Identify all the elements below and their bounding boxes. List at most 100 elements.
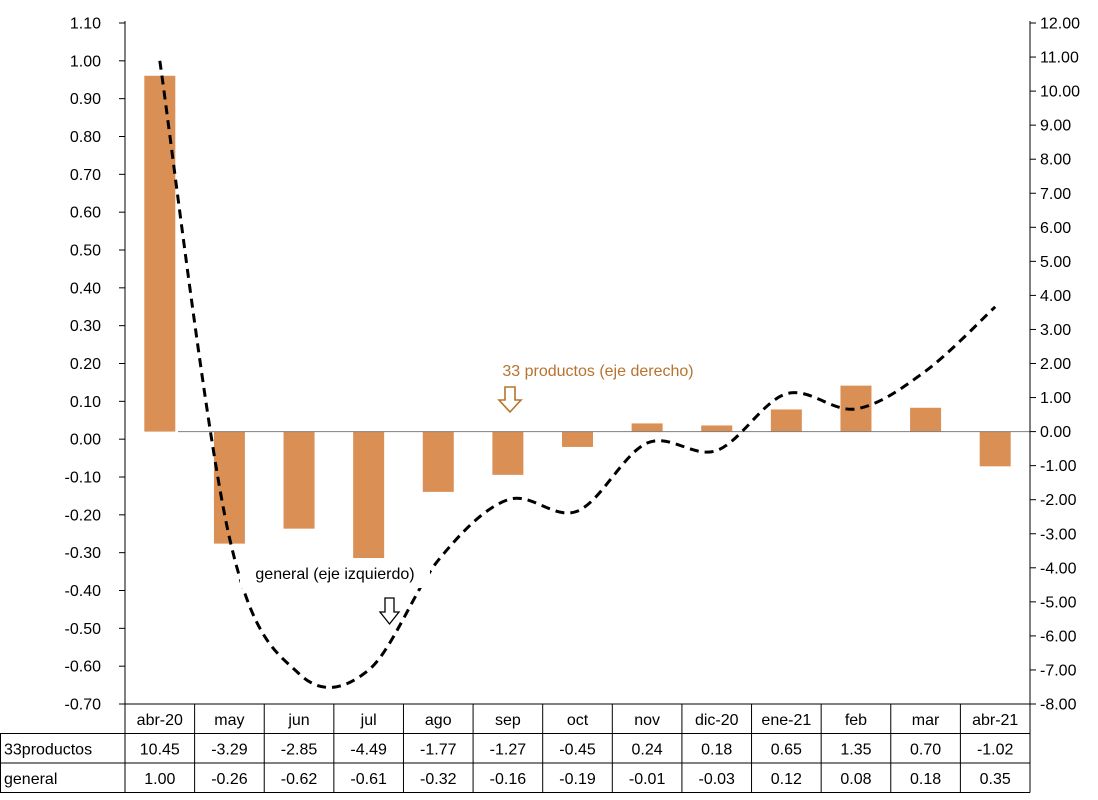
table-cell: -4.49 [350,741,387,758]
annotation-33productos: 33 productos (eje derecho) [502,363,693,380]
left-tick-label: -0.40 [65,583,102,600]
right-tick-label: 10.00 [1040,84,1080,101]
table-cell: 0.24 [632,741,663,758]
table-cell: 0.18 [701,741,732,758]
table-cell: -0.62 [281,771,318,788]
right-tick-label: -7.00 [1040,662,1077,679]
arrow-down-icon [378,597,401,626]
left-tick-label: 0.80 [70,129,101,146]
table-cell: -0.26 [211,771,248,788]
table-header-cell: jun [287,712,309,729]
table-cell: 0.18 [910,771,941,788]
table-row-label: general [4,771,57,788]
right-tick-label: -2.00 [1040,492,1077,509]
bar [631,423,663,432]
left-tick-label: 1.00 [70,53,101,70]
annotation-general-background [240,558,430,588]
left-tick-label: 1.10 [70,16,101,33]
left-tick-label: 0.10 [70,394,101,411]
annotations-group: 33 productos (eje derecho) general (eje … [240,363,694,626]
table-cell: 0.12 [771,771,802,788]
right-tick-label: 0.00 [1040,424,1071,441]
right-tick-label: 2.00 [1040,356,1071,373]
bar [213,431,245,544]
bar [144,75,176,432]
right-tick-label: 5.00 [1040,254,1071,271]
table-header-cell: nov [634,712,660,729]
table-cell: 0.08 [840,771,871,788]
line-group [158,60,997,689]
table-cell: -0.19 [559,771,596,788]
axes-group: -0.70 -0.60 -0.50 -0.40 -0.30 -0.20 -0.10 0.00 0… [65,16,1081,714]
bar [910,407,942,432]
right-tick-label: -8.00 [1040,697,1077,714]
table-cell: -0.32 [420,771,457,788]
table-cell: -3.29 [211,741,248,758]
left-tick-label: 0.20 [70,356,101,373]
table-cell: -0.45 [559,741,596,758]
right-tick-label: 3.00 [1040,322,1071,339]
left-tick-label: 0.40 [70,280,101,297]
left-tick-label: 0.50 [70,243,101,260]
table-cell: -0.16 [490,771,527,788]
right-tick-label: -1.00 [1040,458,1077,475]
right-tick-label: 9.00 [1040,118,1071,135]
left-tick-label: -0.70 [65,697,102,714]
table-header-cell: abr-21 [972,712,1018,729]
right-tick-label: -6.00 [1040,628,1077,645]
bar [840,385,872,432]
table-cell: 10.45 [140,741,180,758]
table-row-label: 33productos [4,741,92,758]
arrow-down-icon [497,386,523,414]
series-line-general [158,60,997,689]
bar [492,431,524,475]
left-tick-label: -0.10 [65,470,102,487]
bars-group [144,75,1011,585]
table-header-cell: feb [845,712,867,729]
table-header-cell: abr-20 [137,712,183,729]
left-tick-label: -0.60 [65,659,102,676]
bar [562,431,593,447]
left-tick-label: -0.30 [65,545,102,562]
table-cell: -1.27 [490,741,527,758]
right-tick-label: 7.00 [1040,186,1071,203]
right-tick-label: 8.00 [1040,152,1071,169]
right-tick-label: -5.00 [1040,594,1077,611]
left-tick-label: 0.90 [70,91,101,108]
table-cell: 0.70 [910,741,941,758]
right-tick-label: -3.00 [1040,526,1077,543]
table-header-cell: dic-20 [695,712,739,729]
table-header-cell: ago [425,712,452,729]
left-tick-label: 0.30 [70,318,101,335]
table-header-cell: sep [495,712,521,729]
bar [283,431,315,529]
table-cell: 0.35 [980,771,1011,788]
bar [422,431,454,492]
right-tick-label: 4.00 [1040,288,1071,305]
table-cell: 0.65 [771,741,802,758]
right-tick-label: 11.00 [1040,50,1079,67]
left-tick-label: 0.60 [70,205,101,222]
bar [701,425,733,432]
table-cell: -0.03 [698,771,735,788]
left-tick-label: 0.70 [70,167,101,184]
table-cell: -1.02 [977,741,1014,758]
table-cell: -2.85 [281,741,318,758]
table-cell: 1.35 [840,741,871,758]
right-tick-label: 6.00 [1040,220,1071,237]
data-table: abr-20 may jun jul ago sep oct nov dic-20 ene-21 f… [0,703,1031,793]
table-cell: -0.61 [350,771,387,788]
bar [770,409,802,432]
table-header-cell: mar [912,712,940,729]
right-tick-label: 12.00 [1040,16,1080,33]
left-tick-label: 0.00 [70,432,101,449]
table-header-cell: may [214,712,244,729]
annotation-general: general (eje izquierdo) [255,566,414,583]
table-cell: -1.77 [420,741,457,758]
table-header-cell: oct [567,712,589,729]
table-header-cell: jul [360,712,377,729]
right-tick-label: -4.00 [1040,560,1077,577]
left-tick-label: -0.20 [65,507,102,524]
